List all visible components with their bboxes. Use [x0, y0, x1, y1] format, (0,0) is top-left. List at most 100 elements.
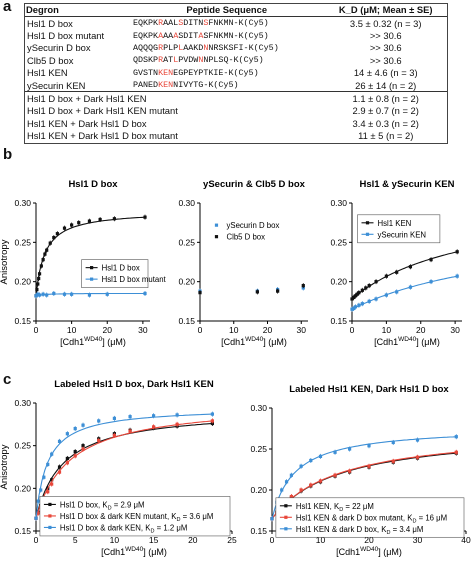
- y-tick-label: 0.20: [178, 277, 195, 287]
- data-point: [65, 461, 69, 465]
- data-point: [175, 422, 179, 426]
- data-point: [198, 291, 202, 295]
- data-point: [280, 488, 284, 492]
- data-point: [374, 280, 378, 284]
- data-point: [198, 289, 202, 293]
- degron-cell: ySecurin KEN: [27, 79, 86, 91]
- data-point: [34, 516, 38, 520]
- data-point: [41, 258, 45, 262]
- data-point: [39, 264, 43, 268]
- x-tick-label: 10: [316, 535, 326, 545]
- x-tick-label: 0: [270, 535, 275, 545]
- data-point: [62, 292, 67, 296]
- x-tick-label: 10: [67, 325, 77, 335]
- sequence-fragment: EQKPK: [132, 30, 159, 41]
- y-tick-label: 0.25: [14, 441, 31, 451]
- sequence-fragment: SFNKMN-K(Cy5): [203, 30, 269, 41]
- data-point: [81, 423, 85, 427]
- sequence-cell: EQKPKRAALSDITNSFNKMN-K(Cy5): [130, 17, 323, 30]
- data-point: [360, 302, 364, 306]
- data-point: [284, 499, 289, 504]
- x-tick-label: 0: [34, 325, 39, 335]
- table-row: Hsl1 KEN GVSTNKENEGPEYPTKIE-K(Cy5) 14 ± 4.…: [24, 67, 448, 79]
- x-tick-label: 20: [188, 535, 198, 545]
- data-point: [50, 452, 54, 456]
- kd-cell: 3.4 ± 0.3 (n = 2): [352, 117, 419, 129]
- data-point: [87, 293, 92, 297]
- data-point: [46, 462, 50, 467]
- x-axis-label: [Cdh1WD40] (μM): [60, 336, 126, 347]
- data-point: [52, 236, 56, 240]
- data-point: [143, 291, 147, 296]
- data-point: [454, 450, 458, 454]
- sequence-fragment: NPLSQ-K(Cy5): [203, 55, 264, 66]
- legend-label: Hsl1 KEN & dark D box mutant, KD = 16 μM: [296, 513, 447, 524]
- sequence-fragment: DITN: [183, 18, 204, 29]
- sequence-fragment: AAKD: [183, 42, 204, 53]
- fit-line: [351, 251, 458, 300]
- kd-cell: 3.5 ± 0.32 (n = 3): [349, 17, 422, 29]
- data-point: [367, 464, 371, 468]
- legend-box: [81, 259, 149, 288]
- legend-box: [275, 497, 465, 538]
- data-point: [97, 438, 101, 443]
- data-point: [384, 293, 388, 297]
- data-point: [429, 280, 433, 284]
- highlighted-residue: L: [178, 42, 184, 53]
- series-3: [34, 411, 214, 521]
- panel-label-b: b: [3, 146, 13, 163]
- data-point: [454, 435, 458, 439]
- data-point: [318, 480, 323, 484]
- data-point: [45, 248, 49, 252]
- data-point: [415, 438, 420, 442]
- data-point: [112, 217, 116, 221]
- data-point: [355, 292, 359, 296]
- highlighted-residue: R: [158, 18, 164, 29]
- table-header-degron: Degron: [24, 3, 130, 17]
- series-1: [350, 249, 459, 302]
- y-axis-label: Anisotropy: [0, 444, 10, 489]
- series-1: [34, 420, 214, 521]
- data-point: [36, 292, 40, 296]
- x-tick-label: 0: [198, 325, 203, 335]
- highlighted-residue: S: [203, 18, 209, 29]
- data-point: [280, 504, 284, 508]
- data-point: [280, 504, 284, 508]
- data-point: [395, 270, 399, 274]
- data-point: [128, 428, 132, 432]
- x-tick-label: 40: [461, 535, 471, 545]
- data-point: [143, 215, 147, 219]
- chart-1: Hsl1 D box 0.15 0.20 0.25 0.30 0 10 20 30 [Cdh1WD…: [0, 179, 167, 347]
- highlighted-residue: R: [158, 55, 164, 66]
- data-point: [34, 516, 38, 520]
- sequence-fragment: PLP: [163, 42, 179, 53]
- data-point: [36, 499, 40, 503]
- y-tick-label: 0.20: [14, 483, 31, 493]
- data-point: [408, 265, 413, 269]
- table-row: Hsl1 KEN + Dark Hsl1 D box mutant 11 ± 5 …: [24, 130, 448, 142]
- data-point: [289, 473, 293, 477]
- chart-title: Hsl1 & ySecurin KEN: [359, 179, 454, 190]
- data-point: [353, 294, 358, 298]
- chart-5: Labeled Hsl1 KEN, Dark Hsl1 D box 0.15 0.2…: [250, 384, 471, 557]
- fit-line: [35, 413, 213, 519]
- data-point: [289, 494, 293, 499]
- y-tick-label: 0.30: [178, 198, 195, 208]
- data-point: [353, 305, 358, 309]
- data-point: [50, 482, 54, 486]
- data-point: [289, 495, 293, 499]
- data-point: [70, 292, 74, 296]
- x-tick-label: 0: [350, 325, 355, 335]
- data-point: [73, 427, 77, 431]
- data-point: [455, 274, 459, 278]
- data-point: [348, 447, 352, 451]
- legend-label: Hsl1 KEN: [378, 219, 412, 228]
- data-point: [175, 413, 179, 417]
- data-point: [175, 424, 179, 428]
- table-row: ySecurin KEN PANEDKENNIVYTG-K(Cy5) 26 ± 14…: [24, 79, 448, 92]
- fit-line: [35, 422, 213, 519]
- data-point: [348, 470, 352, 474]
- x-axis-label: [Cdh1WD40] (μM): [336, 546, 402, 557]
- data-point: [112, 432, 116, 436]
